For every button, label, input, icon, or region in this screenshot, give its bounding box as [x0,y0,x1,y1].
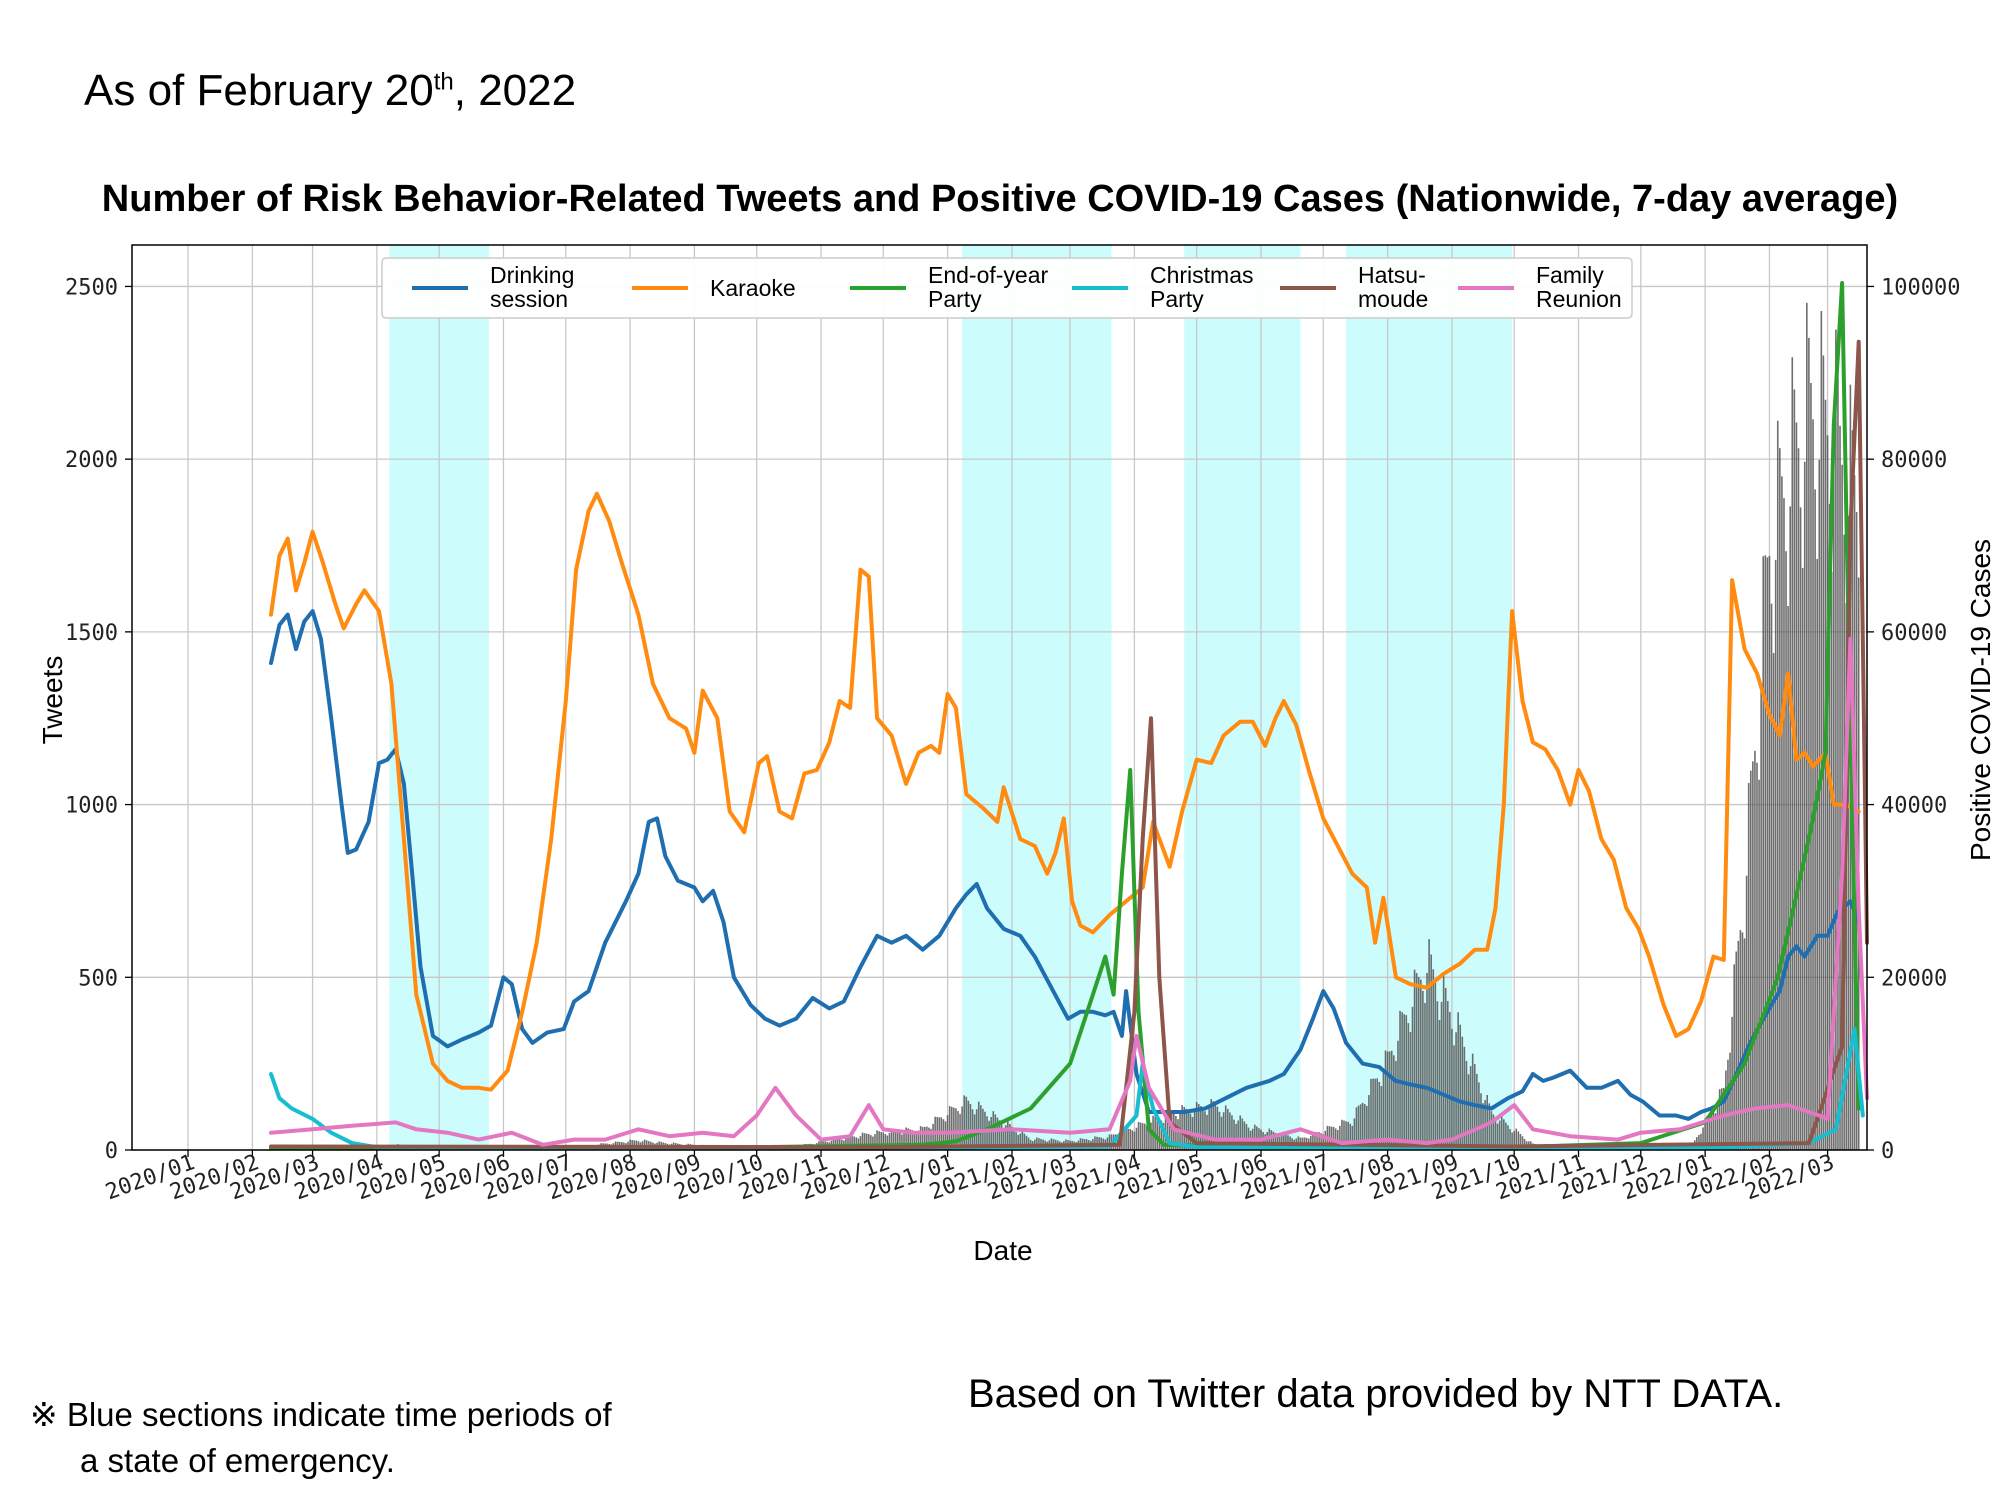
y2-tick-label: 100000 [1881,275,1960,300]
legend-label: Drinking session [490,262,574,312]
left-axis-ticks: 0 500 1000 1500 2000 2500 [65,275,132,1164]
legend-label: Karaoke [710,275,796,301]
footnote-line-2: a state of emergency. [80,1442,395,1479]
plot-frame [131,244,1868,1151]
legend: Drinking session Karaoke End-of-year Party Ch… [381,257,1633,319]
series-line-1 [269,491,1861,1092]
y2-tick-label: 0 [1881,1139,1894,1164]
as-of-date: As of February 20th, 2022 [84,66,576,116]
y2-tick-label: 20000 [1881,966,1947,991]
legend-box [381,257,1633,319]
y-tick-label: 2000 [65,448,118,473]
y-tick-label: 2500 [65,275,118,300]
chart: 0 500 1000 1500 2000 2500 0 20000 40000 60000 800… [37,244,1996,1266]
y2-tick-label: 60000 [1881,621,1947,646]
y2-axis-label: Positive COVID-19 Cases [1965,539,1996,861]
emergency-band [962,245,1112,1150]
x-axis-label: Date [973,1235,1032,1266]
source-note: Based on Twitter data provided by NTT DA… [968,1372,1784,1416]
y-tick-label: 1000 [65,794,118,819]
legend-label: Hatsu-moude [1358,262,1428,312]
chart-title: Number of Risk Behavior-Related Tweets a… [101,178,1899,220]
footnote-text-1: Blue sections indicate time periods of [66,1396,612,1433]
x-axis-ticks: 2020/012020/022020/032020/042020/052020/… [102,1150,1838,1205]
legend-label: Christmas Party [1150,262,1254,312]
legend-label: End-of-year Party [928,262,1049,312]
footnote-symbol: ※ [30,1396,58,1433]
emergency-band [1184,245,1301,1150]
right-axis-ticks: 0 20000 40000 60000 80000 100000 [1867,275,1960,1164]
series-line-5 [269,636,1869,1147]
as-of-superscript: th [433,68,454,96]
series-lines [269,281,1869,1151]
y2-tick-label: 40000 [1881,794,1947,819]
y-axis-label: Tweets [37,656,68,745]
footnote-line-1: ※ Blue sections indicate time periods of [30,1392,612,1438]
as-of-suffix: , 2022 [453,66,577,115]
footnote: ※ Blue sections indicate time periods of… [30,1392,612,1484]
y-tick-label: 0 [105,1139,118,1164]
series-line-0 [269,609,1861,1121]
y2-tick-label: 80000 [1881,448,1947,473]
legend-label: Family Reunion [1536,262,1622,312]
y-tick-label: 1500 [65,621,118,646]
as-of-prefix: As of February 20 [84,66,434,115]
y-tick-label: 500 [78,966,118,991]
